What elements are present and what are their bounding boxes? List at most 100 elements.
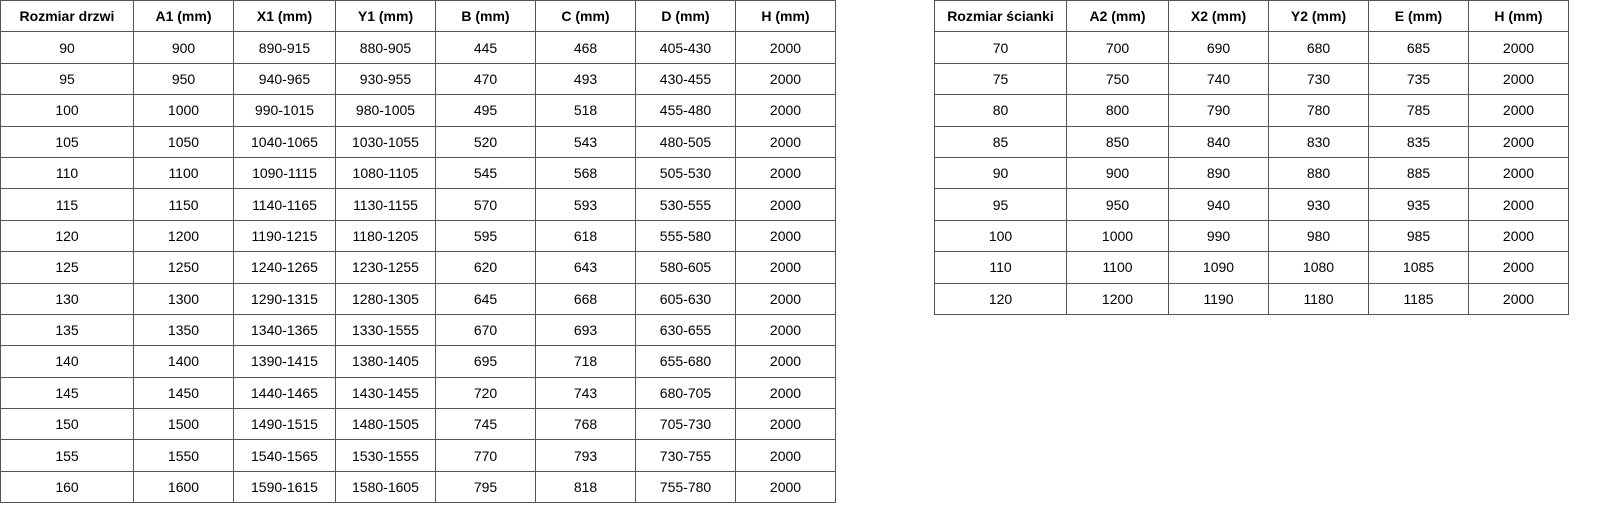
table-cell: 2000 bbox=[1468, 125, 1569, 158]
table-cell: 110 bbox=[0, 156, 134, 190]
table-cell: 445 bbox=[435, 31, 536, 64]
table-cell: 1100 bbox=[1066, 251, 1169, 284]
table-cell: 780 bbox=[1268, 94, 1369, 127]
table-cell: 2000 bbox=[735, 470, 836, 504]
table-cell: 2000 bbox=[1468, 282, 1569, 315]
table-cell: 2000 bbox=[1468, 188, 1569, 221]
table-cell: 455-480 bbox=[635, 94, 736, 127]
table-cell: 1500 bbox=[133, 408, 234, 441]
table-cell: 940 bbox=[1168, 188, 1269, 221]
table-cell: 785 bbox=[1368, 94, 1469, 127]
table-cell: 70 bbox=[934, 31, 1067, 64]
table-row: 160 1600 1590-1615 1580-1605 795 818 755-780 20… bbox=[0, 470, 836, 504]
table-cell: 480-505 bbox=[635, 125, 736, 158]
table-cell: 2000 bbox=[1468, 219, 1569, 253]
table-cell: 880-905 bbox=[335, 31, 436, 64]
table-cell: 2000 bbox=[735, 125, 836, 158]
table-cell: 620 bbox=[435, 251, 536, 284]
column-header: E (mm) bbox=[1368, 0, 1469, 33]
table-cell: 730-755 bbox=[635, 439, 736, 472]
table-cell: 850 bbox=[1066, 125, 1169, 158]
table-cell: 1080 bbox=[1268, 251, 1369, 284]
table-cell: 1240-1265 bbox=[233, 251, 336, 284]
table-cell: 2000 bbox=[1468, 31, 1569, 64]
table-cell: 755-780 bbox=[635, 470, 736, 504]
table-cell: 770 bbox=[435, 439, 536, 472]
table-cell: 80 bbox=[934, 94, 1067, 127]
table-cell: 495 bbox=[435, 94, 536, 127]
wall-size-table: Rozmiar ścianki A2 (mm) X2 (mm) Y2 (mm) E (m… bbox=[934, 0, 1569, 315]
table-cell: 1540-1565 bbox=[233, 439, 336, 472]
table-cell: 2000 bbox=[735, 376, 836, 410]
column-header: D (mm) bbox=[635, 0, 736, 33]
table-cell: 1150 bbox=[133, 188, 234, 221]
table-cell: 95 bbox=[934, 188, 1067, 221]
table-cell: 740 bbox=[1168, 62, 1269, 96]
table-cell: 1090 bbox=[1168, 251, 1269, 284]
table-cell: 120 bbox=[0, 219, 134, 253]
table-cell: 1190 bbox=[1168, 282, 1269, 315]
table-cell: 793 bbox=[535, 439, 636, 472]
table-cell: 155 bbox=[0, 439, 134, 472]
table-cell: 2000 bbox=[735, 282, 836, 315]
table-cell: 1230-1255 bbox=[335, 251, 436, 284]
column-header: H (mm) bbox=[735, 0, 836, 33]
table-cell: 890 bbox=[1168, 156, 1269, 190]
table-cell: 2000 bbox=[735, 62, 836, 96]
column-header: Y1 (mm) bbox=[335, 0, 436, 33]
table-cell: 768 bbox=[535, 408, 636, 441]
table-cell: 85 bbox=[934, 125, 1067, 158]
column-header: Rozmiar drzwi bbox=[0, 0, 134, 33]
table-cell: 2000 bbox=[735, 439, 836, 472]
table-cell: 1450 bbox=[133, 376, 234, 410]
table-cell: 800 bbox=[1066, 94, 1169, 127]
table-cell: 2000 bbox=[735, 345, 836, 378]
table-cell: 1480-1505 bbox=[335, 408, 436, 441]
table-cell: 790 bbox=[1168, 94, 1269, 127]
table-cell: 95 bbox=[0, 62, 134, 96]
table-cell: 2000 bbox=[1468, 251, 1569, 284]
column-header: Y2 (mm) bbox=[1268, 0, 1369, 33]
table-cell: 700 bbox=[1066, 31, 1169, 64]
table-cell: 1130-1155 bbox=[335, 188, 436, 221]
table-cell: 655-680 bbox=[635, 345, 736, 378]
table-cell: 493 bbox=[535, 62, 636, 96]
table-row: 130 1300 1290-1315 1280-1305 645 668 605-630 20… bbox=[0, 282, 836, 315]
table-row: 95 950 940-965 930-955 470 493 430-455 2000 bbox=[0, 62, 836, 96]
table-cell: 1040-1065 bbox=[233, 125, 336, 158]
table-cell: 1530-1555 bbox=[335, 439, 436, 472]
table-row: 120 1200 1190-1215 1180-1205 595 618 555-580 20… bbox=[0, 219, 836, 253]
table-cell: 545 bbox=[435, 156, 536, 190]
table-cell: 2000 bbox=[1468, 156, 1569, 190]
table-cell: 140 bbox=[0, 345, 134, 378]
table-cell: 695 bbox=[435, 345, 536, 378]
table-cell: 468 bbox=[535, 31, 636, 64]
column-header: A2 (mm) bbox=[1066, 0, 1169, 33]
table-cell: 1300 bbox=[133, 282, 234, 315]
table-cell: 1330-1555 bbox=[335, 313, 436, 347]
table-cell: 530-555 bbox=[635, 188, 736, 221]
table-cell: 125 bbox=[0, 251, 134, 284]
table-cell: 1490-1515 bbox=[233, 408, 336, 441]
table-cell: 145 bbox=[0, 376, 134, 410]
table-row: 105 1050 1040-1065 1030-1055 520 543 480-505 20… bbox=[0, 125, 836, 158]
table-cell: 668 bbox=[535, 282, 636, 315]
table-cell: 1190-1215 bbox=[233, 219, 336, 253]
table-cell: 75 bbox=[934, 62, 1067, 96]
table-cell: 90 bbox=[934, 156, 1067, 190]
table-cell: 890-915 bbox=[233, 31, 336, 64]
table-cell: 618 bbox=[535, 219, 636, 253]
table-cell: 100 bbox=[0, 94, 134, 127]
table-cell: 520 bbox=[435, 125, 536, 158]
table-cell: 885 bbox=[1368, 156, 1469, 190]
table-cell: 1350 bbox=[133, 313, 234, 347]
table-cell: 595 bbox=[435, 219, 536, 253]
table-row: 90 900 890 880 885 2000 bbox=[934, 156, 1569, 190]
table-cell: 1185 bbox=[1368, 282, 1469, 315]
header-row: Rozmiar drzwi A1 (mm) X1 (mm) Y1 (mm) B (mm)… bbox=[0, 0, 836, 33]
table-row: 95 950 940 930 935 2000 bbox=[934, 188, 1569, 221]
table-cell: 745 bbox=[435, 408, 536, 441]
table-cell: 750 bbox=[1066, 62, 1169, 96]
table-row: 115 1150 1140-1165 1130-1155 570 593 530-555 20… bbox=[0, 188, 836, 221]
table-cell: 718 bbox=[535, 345, 636, 378]
